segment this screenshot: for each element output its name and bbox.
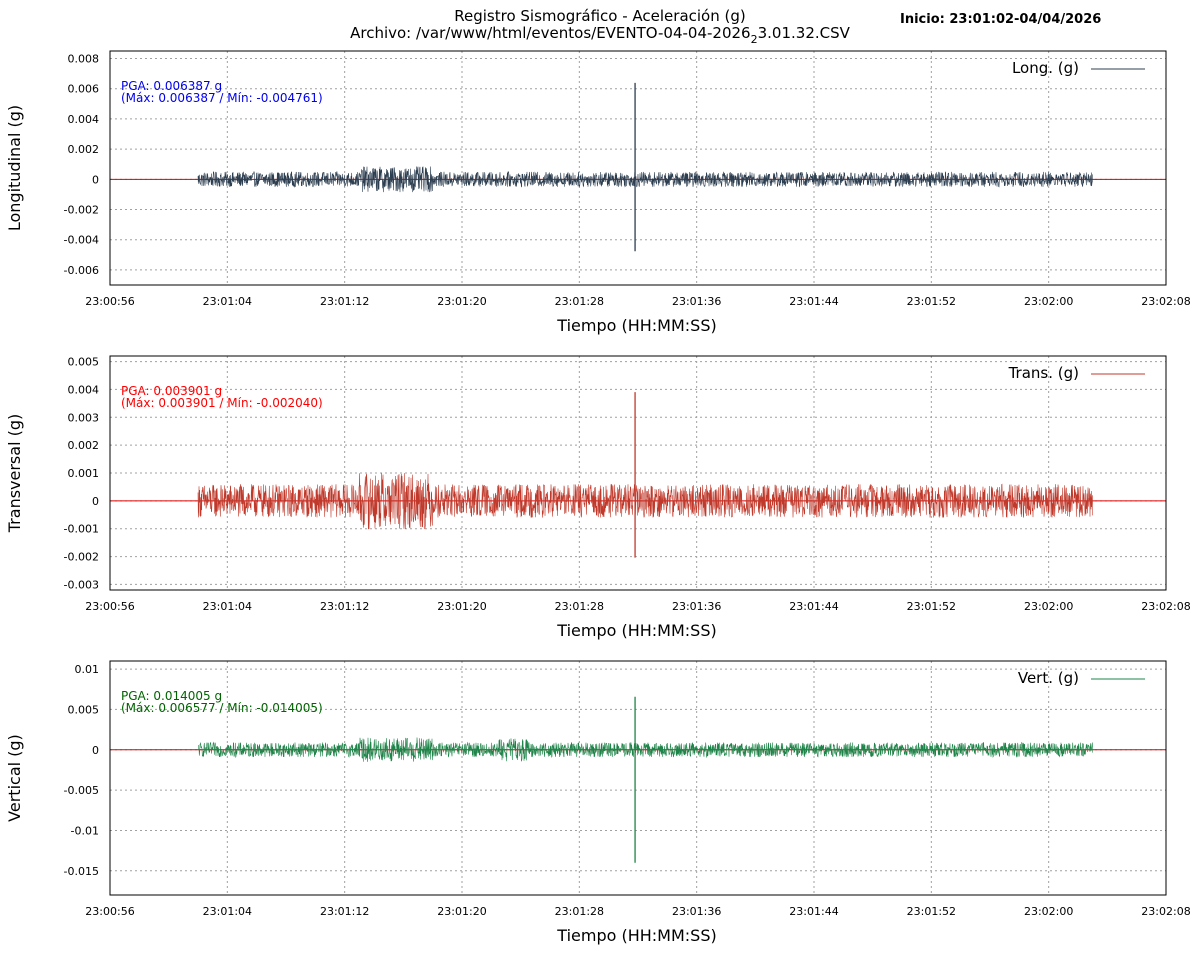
x-tick-label: 23:01:20 (437, 600, 486, 613)
pga-minmax-label: (Máx: 0.006387 / Mín: -0.004761) (121, 91, 323, 105)
panel-long: 0.008 0.006 0.004 0.002 0 -0.002 -0.004 -0.006 2… (5, 50, 1191, 335)
y-tick-label: 0 (92, 495, 99, 508)
x-tick-label: 23:01:04 (203, 600, 252, 613)
x-axis-title: Tiempo (HH:MM:SS) (556, 926, 716, 945)
y-tick-label: 0.008 (68, 53, 100, 66)
y-tick-label: -0.001 (64, 523, 99, 536)
x-tick-label: 23:02:00 (1024, 295, 1073, 308)
y-tick-label: -0.003 (64, 578, 99, 591)
x-tick-label: 23:01:52 (907, 295, 956, 308)
y-tick-label: -0.015 (64, 865, 99, 878)
pga-label: PGA: 0.003901 g (121, 384, 222, 398)
y-axis-title: Longitudinal (g) (5, 105, 24, 231)
y-tick-label: 0.005 (68, 356, 100, 369)
y-tick-label: -0.01 (71, 824, 99, 837)
plot-frame (109, 660, 1167, 896)
legend-label: Vert. (g) (1018, 669, 1079, 687)
x-tick-label: 23:01:12 (320, 600, 369, 613)
y-tick-label: 0.003 (68, 411, 100, 424)
chart-title: Registro Sismográfico - Aceleración (g) (454, 7, 745, 25)
x-tick-label: 23:01:12 (320, 295, 369, 308)
file-path-subscript: 2 (751, 33, 758, 46)
x-tick-label: 23:01:12 (320, 905, 369, 918)
y-tick-label: -0.006 (64, 264, 99, 277)
x-tick-label: 23:01:28 (555, 905, 604, 918)
panel-vert: 0.01 0.005 0 -0.005 -0.01 -0.015 23:00:56 23:01… (5, 660, 1191, 945)
plot-frame (109, 355, 1167, 591)
x-tick-label: 23:01:20 (437, 295, 486, 308)
y-tick-label: 0.002 (68, 439, 100, 452)
acceleration-trace (197, 737, 1093, 762)
x-tick-label: 23:01:36 (672, 295, 721, 308)
x-tick-label: 23:00:56 (85, 905, 134, 918)
y-tick-label: -0.002 (64, 551, 99, 564)
y-tick-label: 0.005 (68, 703, 100, 716)
y-tick-label: -0.004 (64, 234, 99, 247)
y-tick-label: 0 (92, 744, 99, 757)
x-tick-label: 23:02:08 (1141, 905, 1190, 918)
x-tick-label: 23:02:08 (1141, 295, 1190, 308)
x-axis-title: Tiempo (HH:MM:SS) (556, 621, 716, 640)
y-tick-label: 0.004 (68, 383, 100, 396)
chart-file-path: Archivo: /var/www/html/eventos/EVENTO-04… (350, 24, 851, 46)
acceleration-trace (197, 166, 1093, 193)
y-tick-label: 0.001 (68, 467, 100, 480)
x-tick-label: 23:01:44 (789, 600, 838, 613)
x-tick-label: 23:01:04 (203, 295, 252, 308)
x-tick-label: 23:01:52 (907, 905, 956, 918)
x-tick-label: 23:01:52 (907, 600, 956, 613)
legend-label: Trans. (g) (1008, 364, 1079, 382)
x-tick-label: 23:02:08 (1141, 600, 1190, 613)
x-tick-label: 23:01:28 (555, 295, 604, 308)
x-tick-label: 23:02:00 (1024, 905, 1073, 918)
x-tick-label: 23:01:44 (789, 905, 838, 918)
panels-group: 0.008 0.006 0.004 0.002 0 -0.002 -0.004 -0.006 2… (5, 50, 1191, 945)
y-tick-label: 0 (92, 173, 99, 186)
pga-label: PGA: 0.014005 g (121, 689, 222, 703)
x-tick-label: 23:02:00 (1024, 600, 1073, 613)
x-tick-label: 23:01:36 (672, 600, 721, 613)
legend-label: Long. (g) (1012, 59, 1079, 77)
plot-frame (109, 50, 1167, 286)
y-axis-title: Transversal (g) (5, 414, 24, 533)
y-tick-label: 0.002 (68, 143, 100, 156)
pga-minmax-label: (Máx: 0.006577 / Mín: -0.014005) (121, 701, 323, 715)
pga-label: PGA: 0.006387 g (121, 79, 222, 93)
start-timestamp: Inicio: 23:01:02-04/04/2026 (900, 12, 1101, 27)
x-tick-label: 23:00:56 (85, 295, 134, 308)
pga-minmax-label: (Máx: 0.003901 / Mín: -0.002040) (121, 396, 323, 410)
y-tick-label: 0.006 (68, 83, 100, 96)
x-tick-label: 23:01:20 (437, 905, 486, 918)
x-tick-label: 23:01:44 (789, 295, 838, 308)
x-tick-label: 23:01:04 (203, 905, 252, 918)
y-tick-label: -0.005 (64, 784, 99, 797)
acceleration-trace (197, 472, 1093, 530)
panel-trans: 0.005 0.004 0.003 0.002 0.001 0 -0.001 -0.002 -0… (5, 355, 1191, 640)
x-tick-label: 23:01:28 (555, 600, 604, 613)
x-tick-label: 23:00:56 (85, 600, 134, 613)
x-tick-label: 23:01:36 (672, 905, 721, 918)
y-tick-label: -0.002 (64, 204, 99, 217)
x-axis-title: Tiempo (HH:MM:SS) (556, 316, 716, 335)
y-tick-label: 0.004 (68, 113, 100, 126)
file-path-tail: 3.01.32.CSV (758, 24, 851, 42)
y-axis-title: Vertical (g) (5, 734, 24, 822)
y-tick-label: 0.01 (75, 663, 100, 676)
file-path-main: Archivo: /var/www/html/eventos/EVENTO-04… (350, 24, 751, 42)
